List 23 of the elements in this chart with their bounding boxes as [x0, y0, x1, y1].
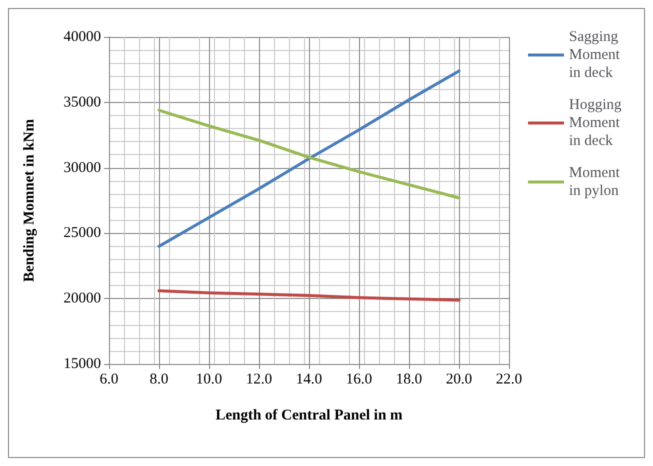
- legend-label: Sagging Moment in deck: [569, 29, 624, 81]
- x-tick-label: 10.0: [196, 372, 222, 388]
- x-tick-label: 8.0: [150, 372, 168, 388]
- x-tick-label: 22.0: [496, 372, 522, 388]
- y-axis-title: Bending Momnet in kNm: [22, 118, 38, 282]
- line-series: [158, 70, 460, 248]
- line-series: [158, 108, 460, 200]
- x-tick-label: 12.0: [246, 372, 272, 388]
- x-tick-label: 20.0: [446, 372, 472, 388]
- x-axis-title: Length of Central Panel in m: [215, 408, 404, 424]
- y-tick-label: 25000: [64, 225, 101, 242]
- y-tick-label: 20000: [64, 290, 101, 307]
- legend-label: Moment in pylon: [569, 165, 624, 199]
- y-tick-label: 40000: [64, 29, 101, 45]
- y-tick-label: 15000: [64, 356, 101, 372]
- line-series: [158, 289, 460, 302]
- x-tick-label: 16.0: [346, 372, 372, 388]
- x-tick-label: 14.0: [296, 372, 322, 388]
- x-tick-label: 18.0: [396, 372, 422, 388]
- y-tick-label: 35000: [64, 94, 101, 110]
- legend-label: Hogging Moment in deck: [569, 97, 626, 149]
- y-tick-label: 30000: [64, 160, 101, 176]
- x-tick-label: 6.0: [100, 372, 118, 388]
